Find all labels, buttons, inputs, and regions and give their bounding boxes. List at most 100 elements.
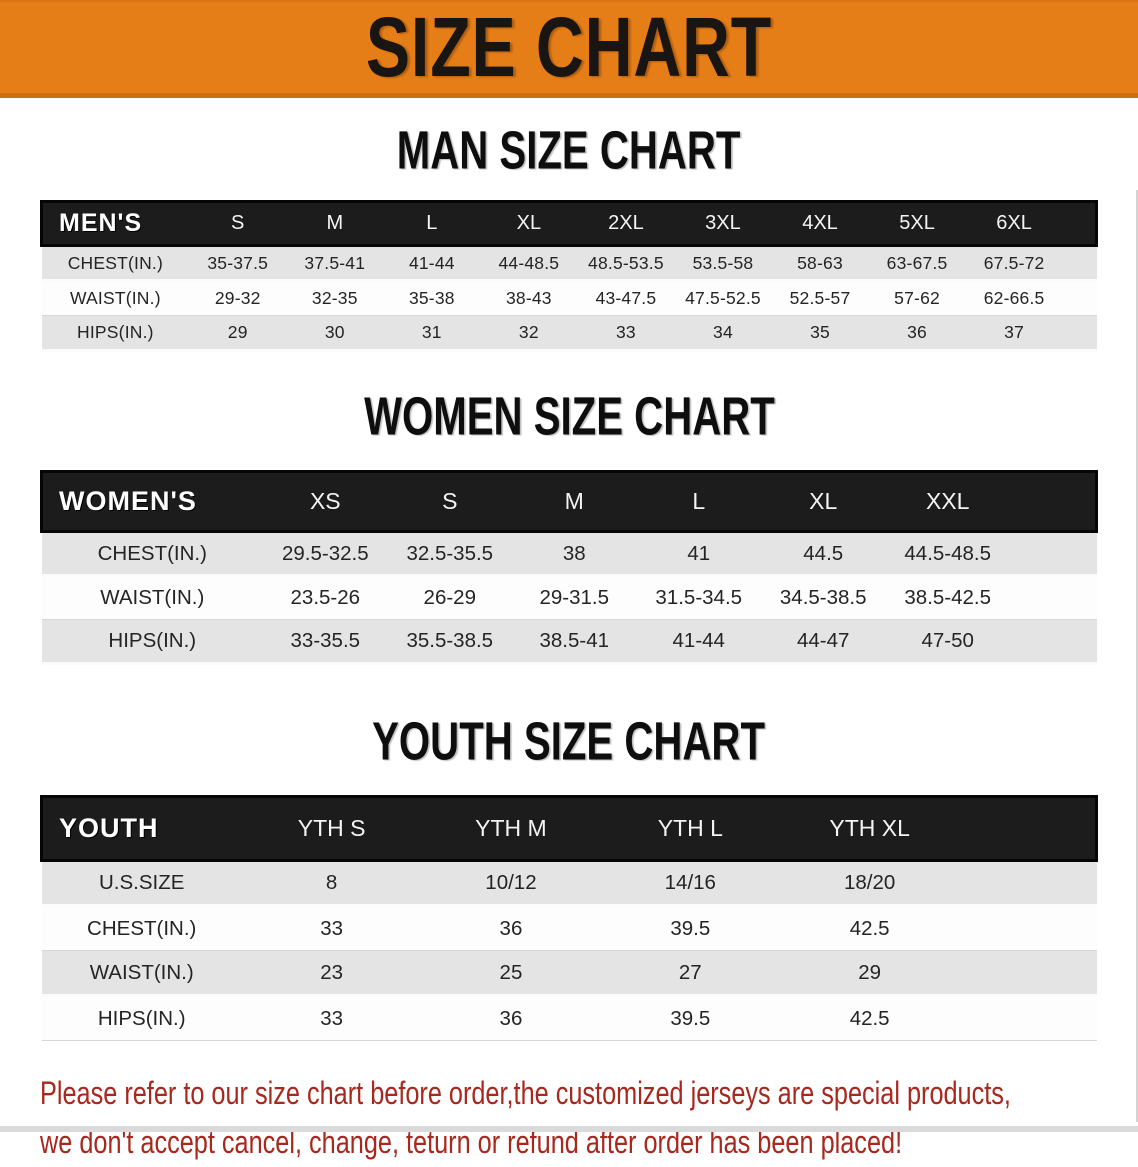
women-table-label: WOMEN'S xyxy=(59,486,197,516)
youth-section-heading: YOUTH SIZE CHART xyxy=(0,712,1138,772)
youth-size-header: YTH XL xyxy=(829,815,910,841)
measure-cell: 32-35 xyxy=(311,288,358,308)
measure-cell: 33 xyxy=(320,1006,344,1030)
measure-cell: 29-32 xyxy=(214,288,261,308)
youth-size-header: YTH S xyxy=(297,815,366,841)
men-size-header: L xyxy=(426,212,438,234)
empty-cell xyxy=(959,861,1096,906)
measure-cell: 37 xyxy=(1004,322,1025,342)
women-size-header: XXL xyxy=(925,488,970,514)
measure-cell: 52.5-57 xyxy=(789,288,851,308)
women-size-header: L xyxy=(692,488,706,514)
row-label: HIPS(IN.) xyxy=(77,322,154,342)
empty-cell xyxy=(1063,316,1097,351)
youth-waist-row: WAIST(IN.) 23 25 27 29 xyxy=(41,950,1097,996)
youth-hips-row: HIPS(IN.) 33 36 39.5 42.5 xyxy=(41,995,1097,1041)
measure-cell: 31.5-34.5 xyxy=(655,586,743,609)
youth-ussize-row: U.S.SIZE 8 10/12 14/16 18/20 xyxy=(41,860,1097,906)
measure-cell: 33 xyxy=(615,322,636,342)
measure-cell: 14/16 xyxy=(664,871,716,894)
banner: SIZE CHART xyxy=(0,0,1138,98)
measure-cell: 39.5 xyxy=(670,1006,711,1030)
measure-cell: 63-67.5 xyxy=(886,252,948,273)
women-heading-text: WOMEN SIZE CHART xyxy=(363,387,775,447)
bottom-edge-divider xyxy=(0,1126,1138,1132)
measure-cell: 29-31.5 xyxy=(539,586,610,609)
row-label: CHEST(IN.) xyxy=(87,916,197,940)
women-size-table: WOMEN'S XS S M L XL XXL CHEST(IN.) 29.5-… xyxy=(40,470,1098,665)
measure-cell: 44.5 xyxy=(803,541,844,565)
measure-cell: 10/12 xyxy=(485,871,537,894)
men-size-header: 3XL xyxy=(705,212,741,234)
youth-size-header: YTH M xyxy=(475,815,547,841)
men-section-heading: MAN SIZE CHART xyxy=(0,121,1138,181)
youth-size-table: YOUTH YTH S YTH M YTH L YTH XL U.S.SIZE … xyxy=(40,795,1098,1041)
measure-cell: 37.5-41 xyxy=(304,252,366,273)
women-size-header: M xyxy=(564,488,584,514)
row-label: HIPS(IN.) xyxy=(108,629,197,652)
women-header-row: WOMEN'S XS S M L XL XXL xyxy=(41,471,1097,532)
men-size-header: 4XL xyxy=(802,212,838,234)
men-size-header: XL xyxy=(516,212,542,234)
men-size-table: MEN'S S M L XL 2XL 3XL 4XL 5XL 6XL CHEST… xyxy=(40,200,1098,352)
row-label: U.S.SIZE xyxy=(99,871,185,894)
measure-cell: 33-35.5 xyxy=(290,629,361,652)
women-size-header: XL xyxy=(809,488,838,514)
measure-cell: 41-44 xyxy=(672,629,725,652)
measure-cell: 67.5-72 xyxy=(983,252,1045,273)
measure-cell: 34.5-38.5 xyxy=(779,586,867,609)
men-heading-text: MAN SIZE CHART xyxy=(397,121,741,181)
empty-cell xyxy=(1063,281,1097,316)
men-hips-row: HIPS(IN.) 29 30 31 32 33 34 35 36 37 xyxy=(41,315,1097,351)
row-label: CHEST(IN.) xyxy=(97,541,207,565)
empty-cell xyxy=(959,951,1096,996)
measure-cell: 44.5-48.5 xyxy=(904,541,992,565)
empty-cell xyxy=(1063,246,1097,281)
row-label: CHEST(IN.) xyxy=(67,252,164,273)
right-edge-divider xyxy=(1136,190,1138,1122)
measure-cell: 33 xyxy=(320,916,344,940)
measure-cell: 29.5-32.5 xyxy=(281,541,369,565)
men-waist-row: WAIST(IN.) 29-32 32-35 35-38 38-43 43-47… xyxy=(41,280,1097,316)
empty-cell xyxy=(1063,202,1097,246)
measure-cell: 39.5 xyxy=(670,916,711,940)
measure-cell: 41-44 xyxy=(408,252,455,273)
measure-cell: 36 xyxy=(499,916,523,940)
measure-cell: 36 xyxy=(907,322,927,342)
measure-cell: 42.5 xyxy=(849,1006,890,1030)
measure-cell: 32.5-35.5 xyxy=(406,541,494,565)
empty-cell xyxy=(959,797,1096,861)
men-header-row: MEN'S S M L XL 2XL 3XL 4XL 5XL 6XL xyxy=(41,201,1097,246)
empty-cell xyxy=(1010,472,1097,532)
measure-cell: 32 xyxy=(518,322,539,342)
measure-cell: 53.5-58 xyxy=(692,252,754,273)
men-size-header: 2XL xyxy=(608,212,644,234)
empty-cell xyxy=(959,996,1096,1041)
measure-cell: 38.5-42.5 xyxy=(904,586,992,609)
measure-cell: 44-47 xyxy=(797,629,850,652)
women-hips-row: HIPS(IN.) 33-35.5 35.5-38.5 38.5-41 41-4… xyxy=(41,619,1097,664)
row-label: HIPS(IN.) xyxy=(97,1006,186,1030)
row-label: WAIST(IN.) xyxy=(89,960,194,984)
measure-cell: 47-50 xyxy=(921,629,974,652)
youth-heading-text: YOUTH SIZE CHART xyxy=(372,712,766,772)
measure-cell: 38-43 xyxy=(505,288,552,308)
measure-cell: 43-47.5 xyxy=(595,288,657,308)
youth-header-row: YOUTH YTH S YTH M YTH L YTH XL xyxy=(41,796,1097,861)
women-waist-row: WAIST(IN.) 23.5-26 26-29 29-31.5 31.5-34… xyxy=(41,575,1097,620)
empty-cell xyxy=(1010,576,1097,620)
measure-cell: 35.5-38.5 xyxy=(406,629,494,652)
measure-cell: 44-48.5 xyxy=(498,252,560,273)
measure-cell: 38.5-41 xyxy=(539,629,610,652)
women-size-header: S xyxy=(442,488,458,514)
empty-cell xyxy=(959,906,1096,951)
measure-cell: 8 xyxy=(325,871,338,894)
men-table-label: MEN'S xyxy=(59,209,143,237)
measure-cell: 62-66.5 xyxy=(983,288,1045,308)
empty-cell xyxy=(1010,620,1097,664)
measure-cell: 48.5-53.5 xyxy=(588,252,664,273)
empty-cell xyxy=(1010,532,1097,576)
banner-title: SIZE CHART xyxy=(365,0,773,95)
youth-table-label: YOUTH xyxy=(59,813,159,843)
